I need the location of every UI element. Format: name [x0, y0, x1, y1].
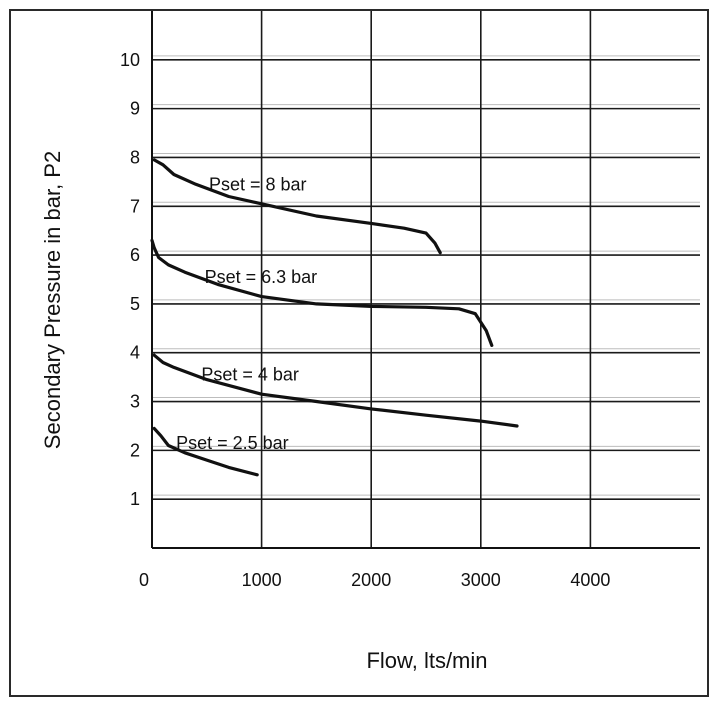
series-line	[150, 238, 494, 347]
series-line	[152, 353, 519, 428]
y-tick-label: 1	[130, 489, 140, 509]
y-tick-label: 3	[130, 392, 140, 412]
x-axis-title: Flow, lts/min	[366, 648, 487, 673]
grid	[152, 11, 700, 548]
series-annotation: Pset = 4 bar	[201, 365, 299, 385]
y-tick-label: 5	[130, 294, 140, 314]
series-group	[150, 158, 519, 477]
y-tick-label: 9	[130, 99, 140, 119]
y-tick-label: 2	[130, 440, 140, 460]
x-tick-label: 0	[139, 570, 149, 590]
x-tick-label: 4000	[570, 570, 610, 590]
y-tick-label: 7	[130, 196, 140, 216]
series-line	[152, 426, 259, 477]
x-tick-label: 3000	[461, 570, 501, 590]
y-tick-label: 8	[130, 147, 140, 167]
y-tick-label: 6	[130, 245, 140, 265]
series-annotation: Pset = 2.5 bar	[176, 433, 289, 453]
y-tick-label: 4	[130, 343, 140, 363]
x-tick-label: 2000	[351, 570, 391, 590]
axes: 1 2 3 4 5 6 7 8 9 10 0 1000 2000 3000 4000	[120, 11, 700, 590]
series-annotation: Pset = 6.3 bar	[205, 267, 318, 287]
x-tick-label: 1000	[242, 570, 282, 590]
series-line	[152, 158, 442, 255]
series-annotation: Pset = 8 bar	[209, 174, 307, 194]
y-axis-title: Secondary Pressure in bar, P2	[40, 151, 65, 449]
y-tick-label: 10	[120, 50, 140, 70]
labels: Pset = 8 bar Pset = 6.3 bar Pset = 4 bar Ps…	[176, 174, 317, 453]
